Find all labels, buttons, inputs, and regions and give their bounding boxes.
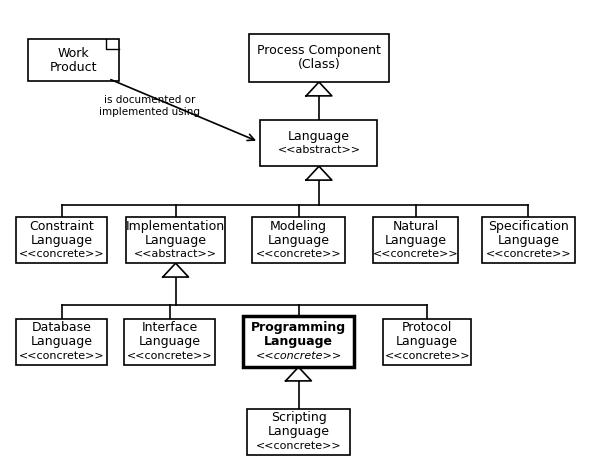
Text: Scripting: Scripting [270,411,327,424]
Bar [482,217,576,263]
Text: Language: Language [384,234,447,247]
Text: Modeling: Modeling [270,220,327,233]
Bar [249,33,389,82]
Text: <<concrete>>: <<concrete>> [256,440,341,451]
Bar [243,317,354,367]
Bar [383,318,471,365]
Bar [260,120,377,166]
Text: <<concrete>>: <<concrete>> [256,249,341,259]
Text: Programming: Programming [251,321,346,334]
Text: (Class): (Class) [297,58,340,71]
Text: <<concrete>>: <<concrete>> [373,249,458,259]
Text: Process Component: Process Component [257,44,381,57]
Bar [252,217,345,263]
Text: is documented or
implemented using: is documented or implemented using [99,96,200,117]
Text: Language: Language [30,234,93,247]
Text: <<concrete>>: <<concrete>> [19,249,104,259]
Text: Product: Product [50,60,97,73]
Bar [126,217,225,263]
Text: Language: Language [30,335,93,348]
Text: <<abstract>>: <<abstract>> [134,249,217,259]
Text: Language: Language [267,425,330,438]
Text: <<concrete>>: <<concrete>> [256,350,341,360]
Text: Language: Language [144,234,207,247]
Text: <<concrete>>: <<concrete>> [19,350,104,360]
Text: <<concrete>>: <<concrete>> [127,350,213,360]
Polygon shape [306,166,332,180]
Polygon shape [285,367,312,381]
Text: Database: Database [32,321,91,334]
Text: Implementation: Implementation [126,220,225,233]
Text: <<concrete>>: <<concrete>> [384,350,470,360]
Text: Language: Language [264,335,333,348]
Text: Language: Language [139,335,201,348]
Bar [373,217,458,263]
Polygon shape [163,263,189,277]
Text: Constraint: Constraint [29,220,94,233]
Text: <<concrete>>: <<concrete>> [485,249,571,259]
Text: Interface: Interface [141,321,198,334]
Text: Specification: Specification [488,220,569,233]
Text: Work: Work [57,47,89,60]
Text: Natural: Natural [392,220,439,233]
Text: Language: Language [396,335,458,348]
Text: Language: Language [267,234,330,247]
Text: Protocol: Protocol [402,321,453,334]
Bar [16,318,107,365]
Bar [28,40,119,81]
Bar [247,408,350,455]
Bar [124,318,215,365]
Polygon shape [306,82,332,96]
Text: Language: Language [288,130,350,143]
Bar [16,217,107,263]
Text: <<abstract>>: <<abstract>> [278,145,361,155]
Text: Language: Language [497,234,559,247]
